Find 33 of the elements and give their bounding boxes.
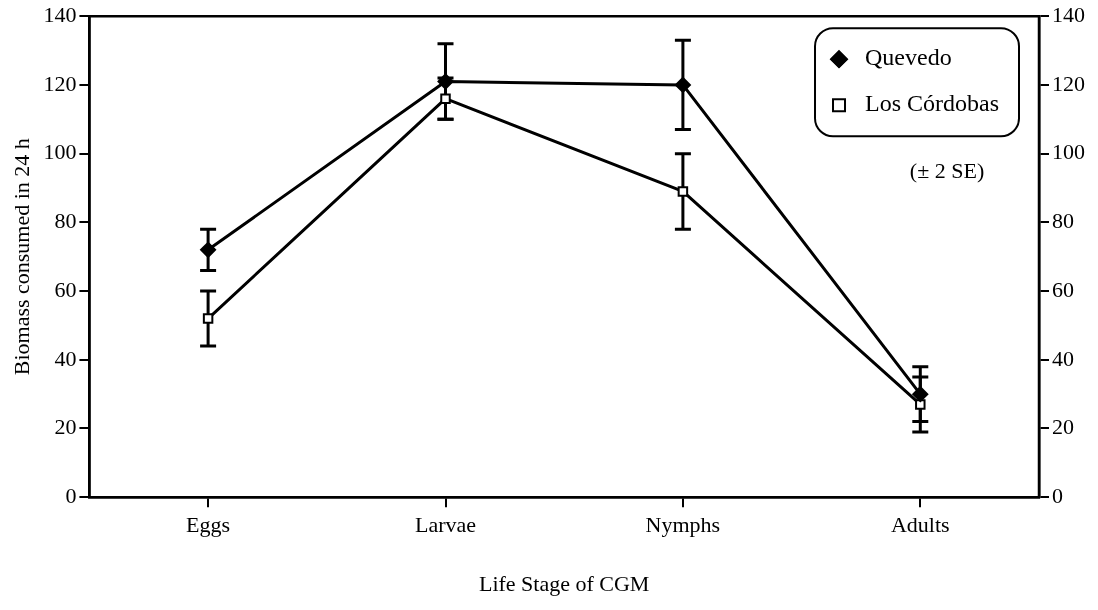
- x-tick-label: Larvae: [414, 512, 477, 538]
- point: [202, 313, 214, 324]
- point: [677, 186, 689, 197]
- point: [440, 93, 451, 104]
- x-tick-label: Nymphs: [645, 512, 721, 538]
- y2-tick-label: 80: [1052, 208, 1074, 234]
- x-axis-title: Life Stage of CGM: [478, 570, 650, 596]
- y2-tick-label: 0: [1052, 482, 1063, 508]
- annotation: (± 2 SE): [909, 157, 985, 183]
- x-tick-label: Adults: [890, 512, 950, 538]
- legend-label: Quevedo: [865, 44, 952, 71]
- point: [674, 76, 691, 93]
- y-tick-label: 80: [54, 208, 77, 234]
- point: [915, 399, 926, 410]
- legend-label: Los Córdobas: [865, 90, 1000, 117]
- y2-tick-label: 100: [1052, 139, 1085, 165]
- y2-tick-label: 40: [1052, 345, 1074, 371]
- y2-tick-label: 140: [1052, 1, 1085, 27]
- point: [437, 73, 454, 90]
- y-tick-label: 20: [54, 414, 77, 440]
- y-tick-label: 60: [54, 276, 77, 302]
- y-tick-label: 0: [65, 482, 77, 508]
- y-tick-label: 40: [54, 345, 77, 371]
- y-tick-label: 140: [43, 1, 77, 27]
- point: [912, 386, 929, 403]
- point: [200, 241, 217, 258]
- y-tick-label: 120: [43, 70, 77, 96]
- y-tick-label: 100: [43, 139, 77, 165]
- y-axis-title: Biomass consumed in 24 h: [8, 138, 34, 376]
- y2-tick-label: 60: [1052, 276, 1074, 302]
- x-tick-label: Eggs: [186, 512, 231, 538]
- y2-tick-label: 20: [1052, 414, 1074, 440]
- y2-tick-label: 120: [1052, 70, 1085, 96]
